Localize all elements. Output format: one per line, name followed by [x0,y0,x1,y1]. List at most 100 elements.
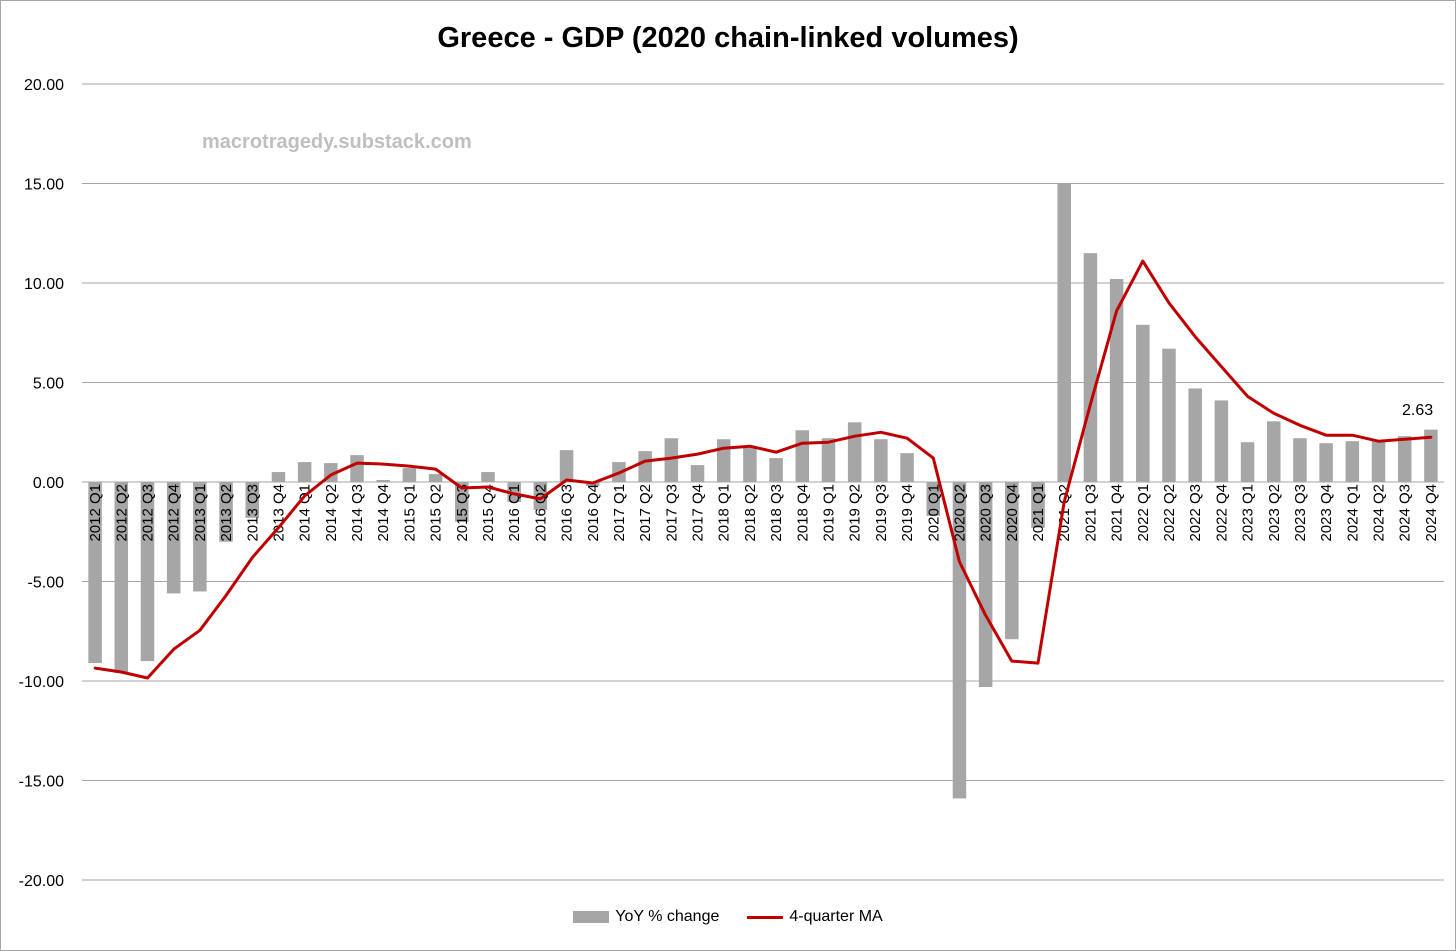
bar [978,482,993,687]
bar [140,482,155,662]
x-tick-label: 2018 Q4 [794,484,811,542]
x-tick-label: 2019 Q1 [820,484,837,542]
x-tick-label: 2023 Q4 [1318,484,1335,542]
x-tick-label: 2023 Q2 [1266,484,1283,542]
x-tick-label: 2024 Q1 [1344,484,1361,542]
x-tick-label: 2012 Q4 [166,484,183,542]
bar [455,482,469,522]
bar [769,458,783,482]
bar [1136,324,1150,482]
y-tick-label: -15.00 [19,774,64,791]
x-tick-label: 2012 Q3 [139,484,156,542]
bar [1371,440,1386,482]
bar [533,482,548,510]
x-tick-label: 2012 Q2 [113,484,130,542]
bar [638,451,652,482]
y-tick-label: 20.00 [24,77,64,94]
x-tick-label: 2023 Q3 [1292,484,1309,542]
x-tick-label: 2019 Q3 [873,484,890,542]
bar [1162,348,1176,482]
x-tick-label: 2016 Q1 [506,484,523,542]
x-tick-label: 2018 Q1 [716,484,733,542]
x-tick-label: 2020 Q3 [978,484,995,542]
bar [1424,429,1438,482]
x-tick-label: 2020 Q1 [925,484,942,542]
bar [114,482,129,674]
bar [219,482,233,542]
bar [507,482,521,502]
y-tick-label: -10.00 [19,674,64,691]
x-tick-label: 2015 Q3 [454,484,471,542]
legend-swatch-line [747,915,784,919]
x-tick-label: 2013 Q1 [192,484,209,542]
x-tick-label: 2014 Q2 [323,484,340,542]
x-tick-label: 2015 Q4 [480,484,497,542]
bar [481,472,495,482]
y-tick-label: 10.00 [24,276,64,293]
bar [88,482,102,664]
last-value-label: 2.63 [1402,402,1433,419]
bar [900,453,914,482]
x-tick-label: 2015 Q1 [401,484,418,542]
x-tick-label: 2024 Q2 [1371,484,1388,542]
moving-average-line [93,259,1433,680]
y-tick-label: 15.00 [24,177,64,194]
y-tick-label: -20.00 [19,873,64,890]
x-tick-label: 2022 Q1 [1135,484,1152,542]
x-tick-label: 2016 Q4 [585,484,602,542]
x-tick-label: 2016 Q3 [559,484,576,542]
legend-label-bars: YoY % change [615,908,720,925]
bar [1293,438,1307,482]
x-axis: 2012 Q1 2012 Q2 2012 Q3 2012 Q4 2013 Q1 2013 … [87,484,1440,542]
x-tick-label: 2022 Q4 [1213,484,1230,542]
bar [559,450,574,482]
bar [1057,183,1071,482]
bar [743,446,757,482]
bar [376,480,390,482]
bar [1345,441,1360,482]
legend-label-line: 4-quarter MA [789,908,883,925]
x-tick-label: 2018 Q3 [768,484,785,542]
bar [166,482,181,594]
bar [402,468,417,482]
bar [716,439,731,482]
y-tick-label: -5.00 [28,575,65,592]
bar [193,482,207,592]
legend-swatch-bar [573,911,610,923]
bar [1240,442,1255,482]
x-tick-label: 2023 Q1 [1240,484,1257,542]
bar [350,455,364,482]
legend-item-bars: YoY % change [573,908,719,926]
x-tick-label: 2020 Q2 [951,484,968,542]
x-tick-label: 2024 Q4 [1423,484,1440,542]
bar [271,472,286,482]
bar [926,482,940,516]
bar [1214,400,1229,482]
x-tick-label: 2024 Q3 [1397,484,1414,542]
x-tick-label: 2013 Q4 [270,484,287,542]
x-tick-label: 2022 Q3 [1187,484,1204,542]
x-tick-label: 2021 Q1 [1030,484,1047,542]
bar [690,465,705,482]
bar [1319,443,1333,482]
y-tick-label: 0.00 [33,475,64,492]
bar [245,482,259,518]
chart-title: Greece - GDP (2020 chain-linked volumes) [437,22,1019,54]
bar [795,430,810,482]
bar [1188,388,1202,482]
x-tick-label: 2012 Q1 [87,484,104,542]
x-tick-label: 2013 Q2 [218,484,235,542]
y-axis: 20.00 15.00 10.00 5.00 0.00 -5.00 -10.00 -15.00… [19,77,64,890]
x-tick-label: 2013 Q3 [244,484,261,542]
x-tick-label: 2017 Q2 [637,484,654,542]
legend: YoY % change 4-quarter MA [0,908,1456,926]
x-tick-label: 2017 Q4 [690,484,707,542]
x-tick-label: 2017 Q3 [663,484,680,542]
x-tick-label: 2018 Q2 [742,484,759,542]
gridlines [82,83,1444,881]
bar [1109,279,1124,482]
bar [1083,253,1098,482]
bar [821,438,836,482]
x-tick-label: 2014 Q4 [375,484,392,542]
